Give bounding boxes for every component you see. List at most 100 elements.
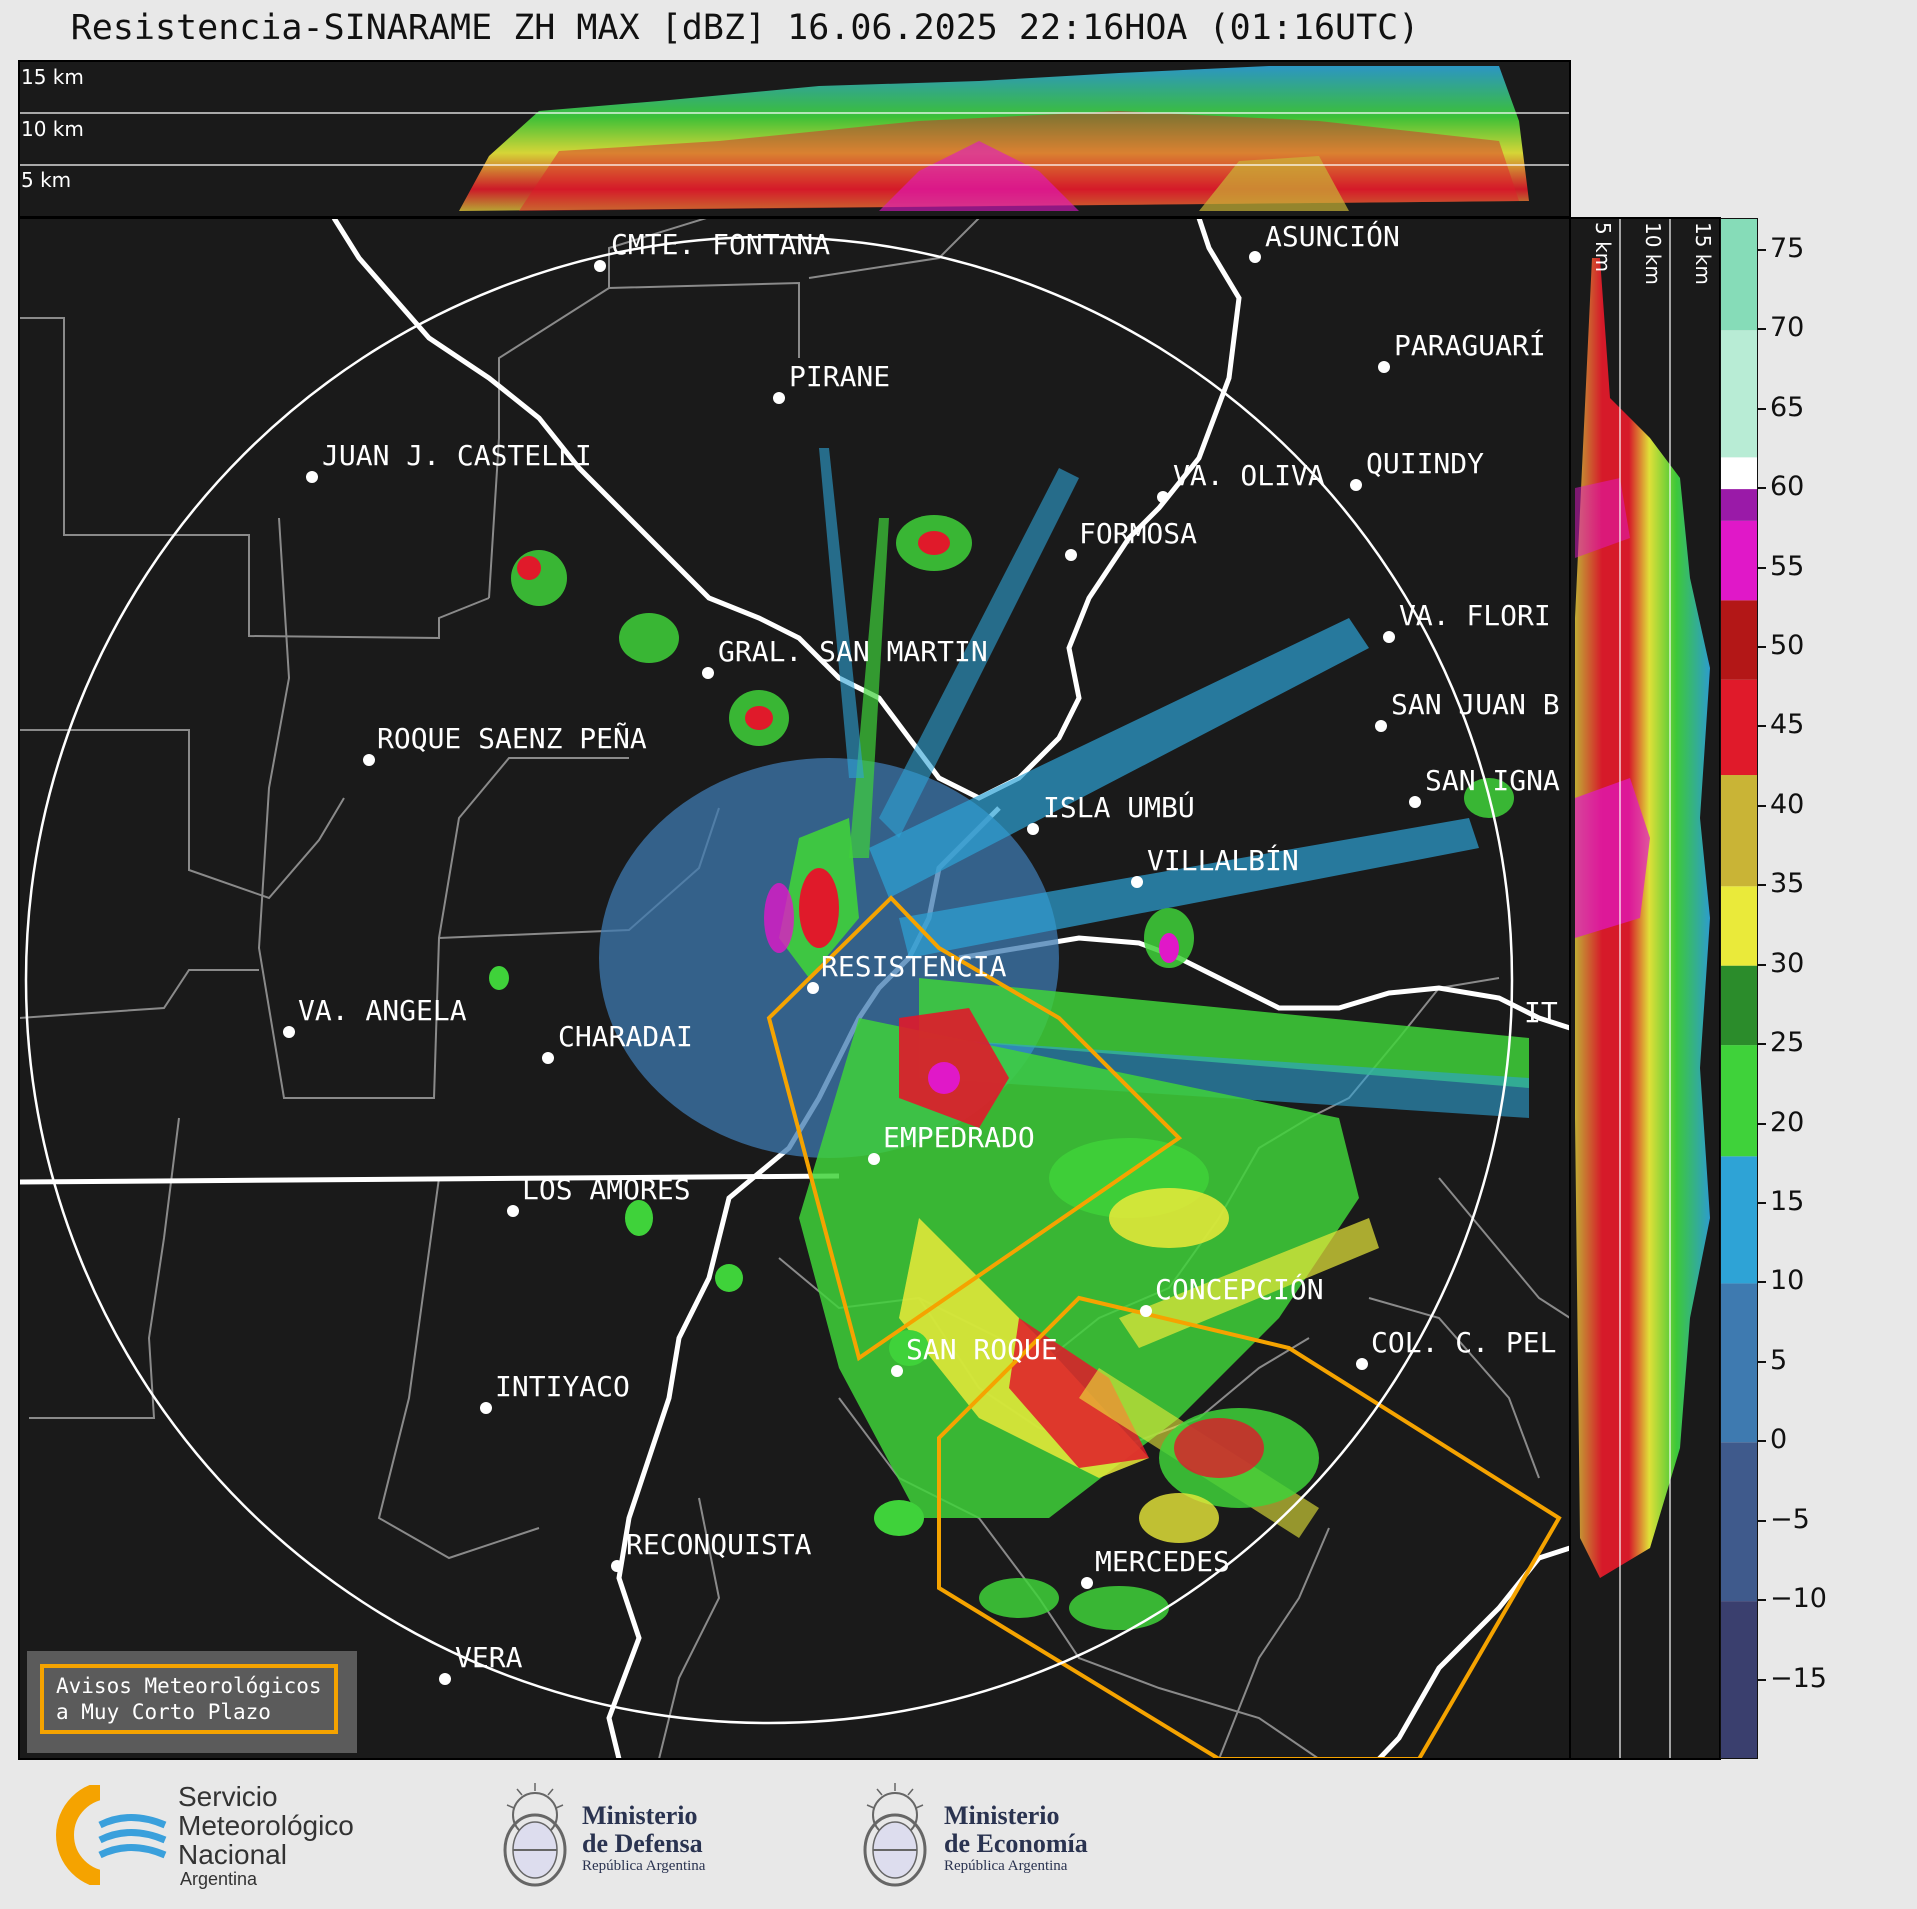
city-label-gral-san-martin: GRAL. SAN MARTIN bbox=[718, 635, 988, 668]
colorbar-tick-label: 50 bbox=[1770, 629, 1805, 661]
economia-line2: de Economía bbox=[944, 1829, 1088, 1858]
city-dot bbox=[773, 392, 785, 404]
city-label-cmte-fontana: CMTE. FONTANA bbox=[611, 228, 831, 261]
radar-map-panel: CMTE. FONTANA ASUNCIÓN PARAGUARÍ PIRANE … bbox=[19, 218, 1570, 1759]
colorbar-tick-label: 30 bbox=[1770, 947, 1805, 979]
colorbar-segment bbox=[1721, 219, 1757, 331]
colorbar-tick-label: 0 bbox=[1770, 1424, 1788, 1456]
city-dot bbox=[283, 1026, 295, 1038]
economia-line1: Ministerio bbox=[944, 1801, 1060, 1830]
city-dot bbox=[1249, 251, 1261, 263]
colorbar-segment bbox=[1721, 600, 1757, 680]
warning-legend-line1: Avisos Meteorológicos bbox=[56, 1674, 322, 1698]
smn-line4: Argentina bbox=[180, 1869, 258, 1889]
radar-map bbox=[19, 218, 1570, 1759]
chart-title: Resistencia-SINARAME ZH MAX [dBZ] 16.06.… bbox=[70, 8, 1420, 48]
city-dot bbox=[439, 1673, 451, 1685]
colorbar-tick-mark bbox=[1758, 1043, 1766, 1046]
city-dot bbox=[507, 1205, 519, 1217]
city-dot bbox=[594, 260, 606, 272]
smn-line2: Meteorológico bbox=[178, 1810, 354, 1841]
city-label-san-roque: SAN ROQUE bbox=[906, 1333, 1058, 1366]
colorbar-tick-mark bbox=[1758, 248, 1766, 251]
colorbar-tick-mark bbox=[1758, 487, 1766, 490]
side-cross-section-panel: 5 km 10 km 15 km bbox=[1570, 218, 1720, 1759]
defensa-line1: Ministerio bbox=[582, 1801, 698, 1830]
warning-legend-line2: a Muy Corto Plazo bbox=[56, 1700, 271, 1724]
city-dot bbox=[480, 1402, 492, 1414]
side-altitude-label-5km: 5 km bbox=[1591, 222, 1615, 273]
colorbar-segment bbox=[1721, 679, 1757, 776]
smn-logo-icon bbox=[56, 1785, 175, 1885]
city-label-pirane: PIRANE bbox=[789, 360, 891, 393]
defensa-line3: República Argentina bbox=[582, 1858, 706, 1874]
city-dot bbox=[1131, 876, 1143, 888]
city-dot bbox=[306, 471, 318, 483]
city-dot bbox=[868, 1153, 880, 1165]
city-label-va-flori: VA. FLORI bbox=[1399, 599, 1551, 632]
colorbar-segment bbox=[1721, 1442, 1757, 1602]
warning-legend: Avisos Meteorológicos a Muy Corto Plazo bbox=[27, 1651, 357, 1753]
colorbar bbox=[1720, 218, 1758, 1759]
colorbar-tick-mark bbox=[1758, 1201, 1766, 1204]
city-dot bbox=[1081, 1577, 1093, 1589]
city-label-it: IT bbox=[1524, 996, 1558, 1029]
city-label-resistencia: RESISTENCIA bbox=[821, 950, 1007, 983]
colorbar-tick-mark bbox=[1758, 963, 1766, 966]
colorbar-tick-mark bbox=[1758, 328, 1766, 331]
city-dot bbox=[1027, 823, 1039, 835]
city-dot bbox=[702, 667, 714, 679]
city-label-quiindy: QUIINDY bbox=[1366, 447, 1485, 480]
colorbar-tick-mark bbox=[1758, 1281, 1766, 1284]
city-label-charadai: CHARADAI bbox=[558, 1020, 693, 1053]
city-label-isla-umbu: ISLA UMBÚ bbox=[1043, 791, 1195, 824]
colorbar-segment bbox=[1721, 1156, 1757, 1284]
range-ring bbox=[24, 235, 1514, 1725]
colorbar-tick-label: 35 bbox=[1770, 868, 1805, 900]
side-cross-section-echoes bbox=[1575, 218, 1710, 1759]
city-label-asuncion: ASUNCIÓN bbox=[1265, 220, 1400, 253]
city-label-vera: VERA bbox=[455, 1641, 523, 1674]
city-dot bbox=[1140, 1305, 1152, 1317]
colorbar-tick-mark bbox=[1758, 1519, 1766, 1522]
colorbar-tick-label: 65 bbox=[1770, 391, 1805, 423]
city-dot bbox=[1378, 361, 1390, 373]
colorbar-tick-label: −5 bbox=[1770, 1503, 1810, 1535]
economia-coat-of-arms-icon bbox=[863, 1783, 927, 1887]
colorbar-segment bbox=[1721, 520, 1757, 601]
city-label-intiyaco: INTIYACO bbox=[495, 1370, 630, 1403]
colorbar-tick-mark bbox=[1758, 804, 1766, 807]
city-dot bbox=[1065, 549, 1077, 561]
smn-line1: Servicio bbox=[178, 1781, 278, 1812]
colorbar-tick-mark bbox=[1758, 884, 1766, 887]
side-altitude-label-15km: 15 km bbox=[1691, 222, 1715, 285]
colorbar-tick-label: 40 bbox=[1770, 788, 1805, 820]
city-label-va-oliva: VA. OLIVA bbox=[1173, 459, 1325, 492]
colorbar-tick-mark bbox=[1758, 645, 1766, 648]
city-label-empedrado: EMPEDRADO bbox=[883, 1121, 1035, 1154]
city-dot bbox=[1356, 1358, 1368, 1370]
side-altitude-label-10km: 10 km bbox=[1641, 222, 1665, 285]
colorbar-segment bbox=[1721, 457, 1757, 490]
top-cross-section-panel: 15 km 10 km 5 km bbox=[19, 61, 1570, 216]
colorbar-tick-mark bbox=[1758, 725, 1766, 728]
colorbar-segment bbox=[1721, 1045, 1757, 1157]
city-label-san-igna: SAN IGNA bbox=[1425, 764, 1560, 797]
colorbar-tick-mark bbox=[1758, 407, 1766, 410]
smn-line3: Nacional bbox=[178, 1839, 287, 1870]
defensa-coat-of-arms-icon bbox=[503, 1783, 567, 1887]
colorbar-tick-label: 5 bbox=[1770, 1344, 1788, 1376]
city-dot bbox=[891, 1365, 903, 1377]
altitude-label-5km: 5 km bbox=[21, 168, 72, 192]
city-dot bbox=[542, 1052, 554, 1064]
city-label-roque-saenz-pena: ROQUE SAENZ PEÑA bbox=[377, 722, 647, 755]
radar-echoes bbox=[489, 448, 1529, 1630]
city-label-villalbin: VILLALBÍN bbox=[1147, 844, 1299, 877]
colorbar-tick-label: −10 bbox=[1770, 1583, 1827, 1615]
warning-legend-frame: Avisos Meteorológicos a Muy Corto Plazo bbox=[40, 1664, 338, 1734]
colorbar-tick-label: 10 bbox=[1770, 1265, 1805, 1297]
city-dot bbox=[1409, 796, 1421, 808]
colorbar-tick-mark bbox=[1758, 1599, 1766, 1602]
city-dot bbox=[363, 754, 375, 766]
city-label-col-c-pel: COL. C. PEL bbox=[1371, 1326, 1557, 1359]
